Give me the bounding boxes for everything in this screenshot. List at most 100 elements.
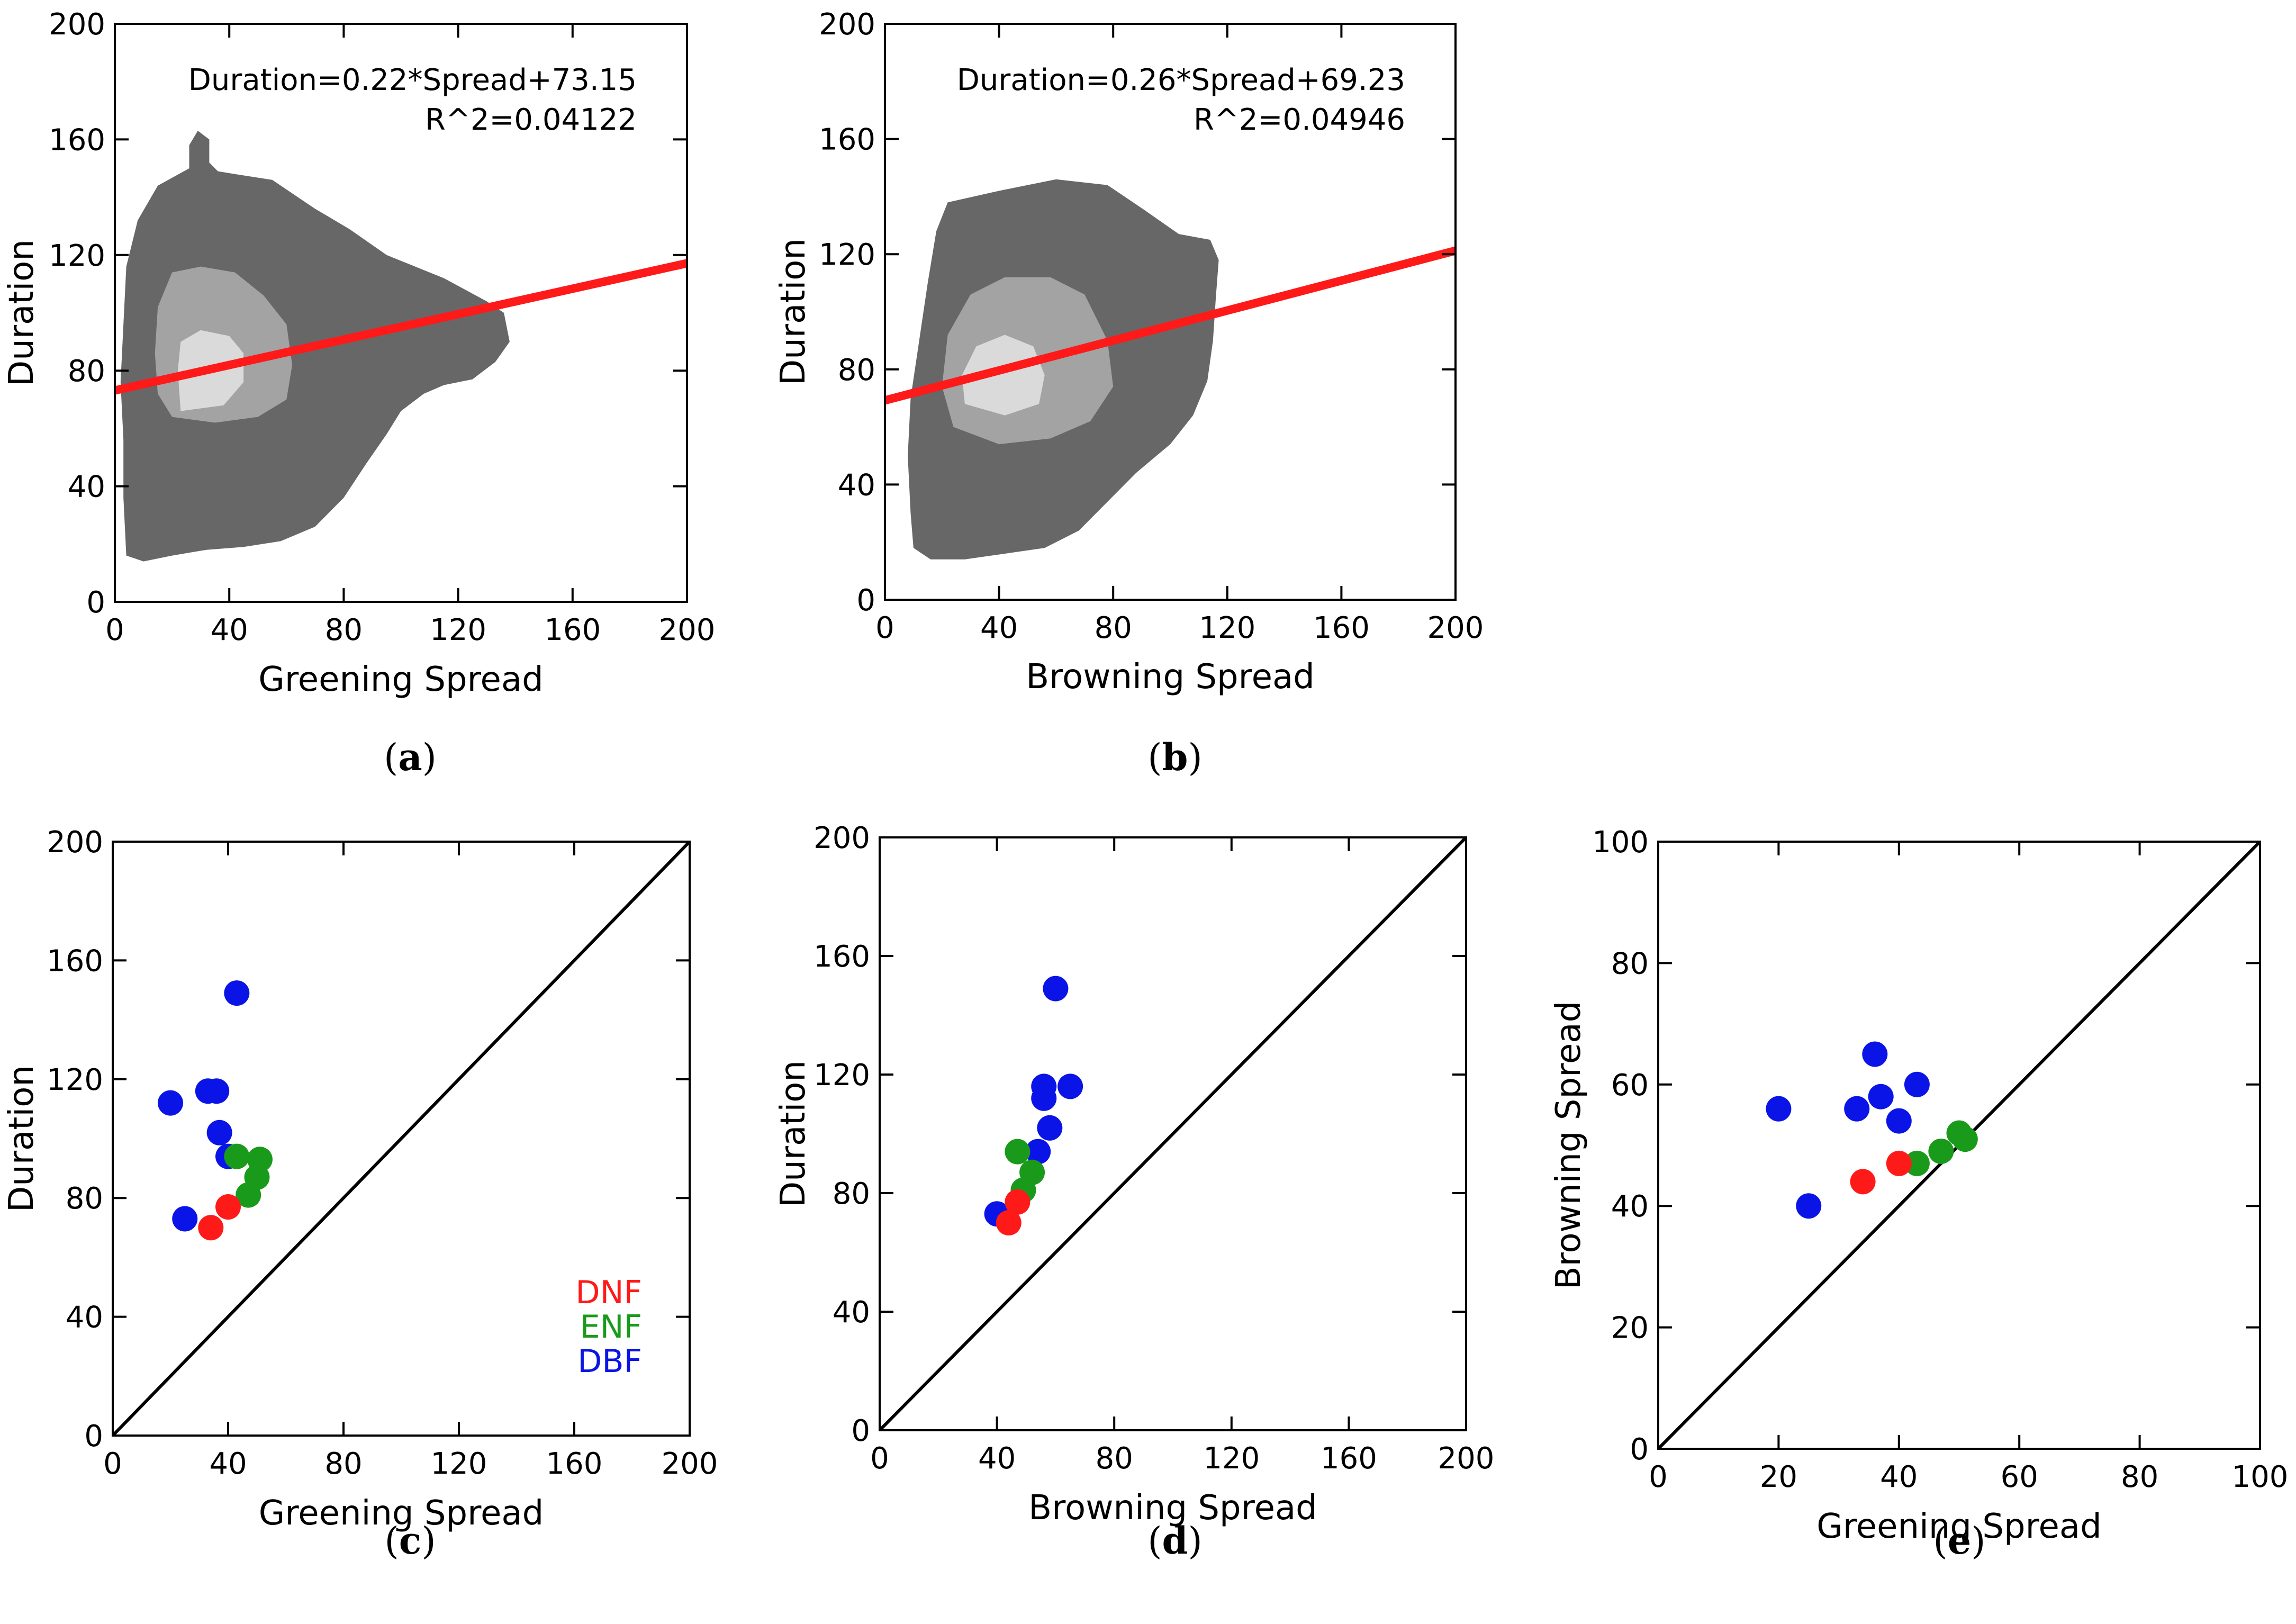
x-tick-label: 200 [1438,1441,1495,1476]
y-axis-label: Duration [2,1065,41,1212]
y-tick-label: 160 [813,940,870,974]
x-tick-label: 40 [1880,1460,1918,1494]
y-tick-label: 80 [833,1177,870,1211]
x-tick-label: 200 [659,613,716,647]
y-tick-label: 40 [833,1295,870,1330]
legend-enf: ENF [580,1309,642,1346]
plot-frame [1657,841,2261,1450]
panel-caption: (a) [384,735,437,779]
plot-area [1658,842,2260,1449]
fit-line [115,259,687,395]
x-tick-label: 0 [870,1441,889,1476]
point-dbf [1844,1096,1870,1122]
y-tick-label: 120 [49,239,105,273]
plot-frame [112,841,691,1437]
panel-caption: (e) [1933,1519,1985,1563]
y-tick-label: 0 [86,585,105,620]
x-tick-label: 60 [2001,1460,2038,1494]
y-tick-label: 200 [819,7,875,42]
y-tick-label: 60 [1611,1068,1649,1103]
point-dbf [206,1120,232,1145]
y-tick-label: 0 [851,1414,870,1448]
x-tick-label: 100 [2232,1460,2289,1494]
point-dbf [1904,1071,1930,1097]
y-tick-label: 100 [1592,825,1649,860]
plot-area [113,842,690,1436]
y-tick-label: 0 [1630,1432,1649,1467]
panel-b: 0 40 80 120 160 200 0 40 80 120 160 200 Browning Spr… [774,7,1484,779]
x-tick-label: 120 [430,613,486,647]
y-tick-label: 160 [819,123,875,157]
point-enf [1928,1138,1954,1164]
r-squared: R^2=0.04946 [1194,103,1405,137]
x-tick-label: 200 [1427,611,1484,645]
plot-frame [114,23,688,603]
y-tick-label: 200 [49,7,105,42]
y-axis-label: Duration [774,1060,813,1207]
x-tick-label: 120 [431,1447,487,1481]
y-tick-label: 120 [819,238,875,272]
y-tick-label: 0 [84,1419,103,1454]
y-tick-label: 120 [813,1058,870,1093]
x-axis-label: Greening Spread [258,660,544,699]
point-dnf [996,1210,1022,1235]
x-tick-label: 40 [211,613,248,647]
legend-dbf: DBF [577,1343,642,1380]
y-tick-label: 80 [66,1181,103,1216]
point-dbf [1796,1193,1822,1219]
regression-equation: Duration=0.22*Spread+73.15 [188,63,637,97]
y-axis-label: Duration [2,239,41,386]
panel-a: 0 40 80 120 160 200 0 40 80 120 160 200 Greening Spr… [2,7,715,779]
one-to-one-line [880,837,1466,1430]
panel-caption: (b) [1147,735,1203,779]
panel-caption: (c) [384,1519,436,1563]
x-tick-label: 80 [325,613,363,647]
panel-d: 0 40 80 120 160 200 0 40 80 120 160 200 Browning Spr… [774,821,1494,1563]
plot-area [885,179,1456,560]
point-dbf [1025,1139,1051,1165]
y-tick-label: 200 [813,821,870,855]
y-tick-label: 80 [1611,946,1649,981]
x-tick-label: 40 [978,1441,1016,1476]
y-tick-label: 80 [68,354,105,389]
panel-caption: (d) [1147,1519,1203,1563]
legend-dnf: DNF [575,1274,642,1311]
point-dnf [1886,1150,1912,1176]
x-tick-label: 0 [105,613,124,647]
point-dnf [1850,1169,1876,1195]
y-tick-label: 20 [1611,1311,1649,1346]
point-enf [236,1182,261,1208]
point-dnf [215,1194,241,1220]
x-tick-label: 120 [1199,611,1255,645]
point-dbf [1766,1096,1792,1122]
point-dbf [1862,1041,1888,1067]
plot-frame [879,836,1467,1431]
x-tick-label: 80 [324,1447,362,1481]
r-squared: R^2=0.04122 [425,103,637,137]
point-enf [224,1143,250,1169]
point-dbf [1886,1108,1912,1134]
x-tick-label: 80 [2121,1460,2158,1494]
x-tick-label: 160 [546,1447,603,1481]
point-dnf [1005,1189,1031,1215]
one-to-one-line [113,842,690,1436]
x-tick-label: 20 [1760,1460,1797,1494]
x-tick-label: 40 [209,1447,247,1481]
x-tick-label: 0 [1649,1460,1668,1494]
y-axis-label: Browning Spread [1549,1001,1588,1290]
x-axis-label: Browning Spread [1026,657,1315,697]
x-axis-label: Greening Spread [1816,1507,2102,1546]
y-tick-label: 120 [47,1063,103,1097]
x-tick-label: 40 [980,611,1018,645]
x-tick-label: 0 [875,611,894,645]
x-tick-label: 160 [1321,1441,1377,1476]
y-tick-label: 200 [47,825,103,860]
x-tick-label: 120 [1203,1441,1260,1476]
x-tick-label: 0 [103,1447,122,1481]
x-tick-label: 80 [1095,611,1132,645]
y-tick-label: 40 [68,470,105,504]
y-tick-label: 40 [838,468,875,502]
panel-c: 0 40 80 120 160 200 0 40 80 120 160 200 Greening Spr… [2,825,718,1563]
y-tick-label: 40 [1611,1189,1649,1224]
